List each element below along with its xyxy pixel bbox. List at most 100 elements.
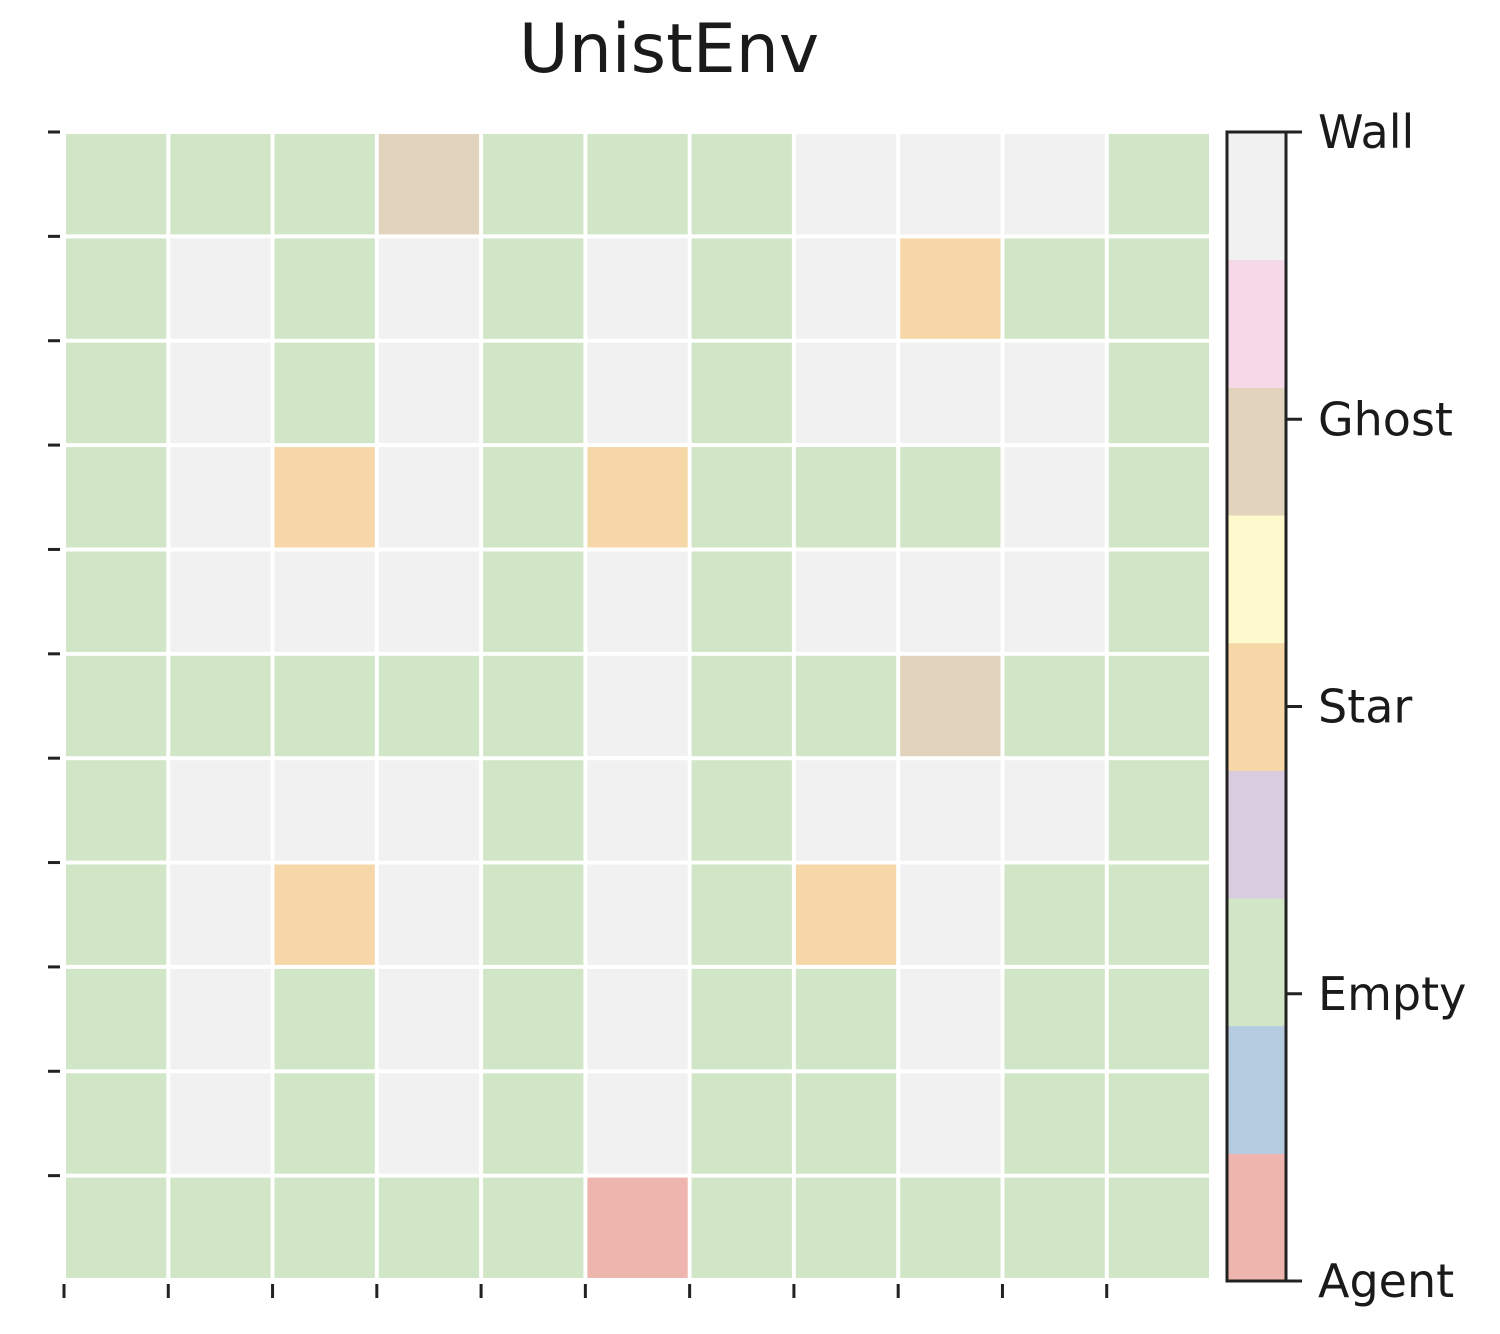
colorbar-segment-ghost <box>1227 387 1286 516</box>
grid-cell-wall-r9-c3 <box>378 1073 480 1174</box>
colorbar-segment-c5 <box>1227 515 1286 644</box>
grid-cell-empty-r2-c4 <box>483 342 584 444</box>
grid-cell-wall-r0-c9 <box>1004 134 1105 235</box>
grid-cell-empty-r9-c6 <box>691 1073 792 1174</box>
grid-cell-empty-r3-c7 <box>795 447 897 548</box>
grid-cell-wall-r6-c1 <box>170 760 271 861</box>
grid-cell-wall-r8-c5 <box>587 968 688 1070</box>
grid-cell-wall-r7-c5 <box>587 864 688 965</box>
grid-cell-empty-r10-c8 <box>900 1177 1001 1278</box>
colorbar-label-empty: Empty <box>1318 967 1466 1021</box>
grid-cell-empty-r2-c0 <box>66 342 167 444</box>
grid-cell-empty-r5-c6 <box>691 655 792 757</box>
grid-cell-empty-r5-c4 <box>483 655 584 757</box>
grid-cell-wall-r1-c3 <box>378 238 480 339</box>
grid-cell-empty-r0-c10 <box>1108 134 1209 235</box>
grid-cell-empty-r3-c10 <box>1108 447 1209 548</box>
grid-cell-ghost-r0-c3 <box>378 134 480 235</box>
grid-board <box>66 134 1209 1278</box>
grid-cell-wall-r2-c9 <box>1004 342 1105 444</box>
grid-cell-empty-r4-c10 <box>1108 551 1209 652</box>
grid-cell-empty-r10-c10 <box>1108 1177 1209 1278</box>
grid-cell-wall-r3-c9 <box>1004 447 1105 548</box>
grid-cell-wall-r3-c3 <box>378 447 480 548</box>
grid-cell-empty-r2-c2 <box>274 342 375 444</box>
grid-cell-wall-r4-c7 <box>795 551 897 652</box>
grid-cell-empty-r3-c4 <box>483 447 584 548</box>
grid-cell-wall-r6-c8 <box>900 760 1001 861</box>
grid-cell-empty-r3-c8 <box>900 447 1001 548</box>
grid-cell-wall-r0-c8 <box>900 134 1001 235</box>
grid-cell-wall-r8-c3 <box>378 968 480 1070</box>
colorbar-segment-c3 <box>1227 770 1286 899</box>
grid-cell-empty-r6-c4 <box>483 760 584 861</box>
grid-cell-empty-r10-c3 <box>378 1177 480 1278</box>
grid-cell-wall-r6-c3 <box>378 760 480 861</box>
grid-cell-empty-r0-c4 <box>483 134 584 235</box>
grid-cell-empty-r7-c4 <box>483 864 584 965</box>
grid-cell-empty-r1-c6 <box>691 238 792 339</box>
grid-cell-wall-r3-c1 <box>170 447 271 548</box>
grid-cell-empty-r7-c6 <box>691 864 792 965</box>
grid-cell-empty-r8-c6 <box>691 968 792 1070</box>
grid-cell-empty-r9-c4 <box>483 1073 584 1174</box>
colorbar-segment-star <box>1227 642 1286 771</box>
grid-cell-empty-r1-c10 <box>1108 238 1209 339</box>
grid-cell-empty-r7-c9 <box>1004 864 1105 965</box>
grid-cell-wall-r7-c8 <box>900 864 1001 965</box>
grid-cell-empty-r0-c1 <box>170 134 271 235</box>
grid-cell-empty-r4-c6 <box>691 551 792 652</box>
grid-cell-wall-r2-c5 <box>587 342 688 444</box>
grid-cell-empty-r2-c6 <box>691 342 792 444</box>
grid-cell-empty-r10-c9 <box>1004 1177 1105 1278</box>
grid-cell-wall-r5-c5 <box>587 655 688 757</box>
grid-cell-wall-r1-c7 <box>795 238 897 339</box>
grid-cell-empty-r10-c1 <box>170 1177 271 1278</box>
grid-cell-empty-r8-c10 <box>1108 968 1209 1070</box>
grid-cell-wall-r8-c8 <box>900 968 1001 1070</box>
grid-cell-wall-r4-c9 <box>1004 551 1105 652</box>
grid-cell-empty-r3-c0 <box>66 447 167 548</box>
grid-cell-wall-r1-c1 <box>170 238 271 339</box>
grid-cell-empty-r9-c9 <box>1004 1073 1105 1174</box>
plot-title: UnistEnv <box>518 10 820 89</box>
colorbar-segment-empty <box>1227 898 1286 1027</box>
grid-cell-empty-r6-c6 <box>691 760 792 861</box>
grid-cell-wall-r4-c8 <box>900 551 1001 652</box>
grid-cell-empty-r5-c0 <box>66 655 167 757</box>
colorbar-label-star: Star <box>1318 680 1412 734</box>
grid-cell-wall-r9-c8 <box>900 1073 1001 1174</box>
grid-cell-empty-r1-c0 <box>66 238 167 339</box>
grid-cell-empty-r7-c10 <box>1108 864 1209 965</box>
grid-cell-wall-r9-c5 <box>587 1073 688 1174</box>
grid-cell-wall-r4-c1 <box>170 551 271 652</box>
colorbar-label-agent: Agent <box>1318 1254 1454 1308</box>
grid-cell-empty-r10-c0 <box>66 1177 167 1278</box>
grid-cell-wall-r1-c5 <box>587 238 688 339</box>
colorbar-label-ghost: Ghost <box>1318 392 1453 446</box>
grid-cell-empty-r0-c0 <box>66 134 167 235</box>
grid-cell-empty-r1-c9 <box>1004 238 1105 339</box>
grid-cell-empty-r0-c5 <box>587 134 688 235</box>
grid-cell-wall-r7-c1 <box>170 864 271 965</box>
grid-cell-wall-r2-c7 <box>795 342 897 444</box>
grid-cell-empty-r8-c0 <box>66 968 167 1070</box>
grid-cell-empty-r4-c0 <box>66 551 167 652</box>
grid-cell-wall-r9-c1 <box>170 1073 271 1174</box>
grid-cell-empty-r10-c2 <box>274 1177 375 1278</box>
grid-cell-empty-r10-c4 <box>483 1177 584 1278</box>
grid-cell-empty-r5-c2 <box>274 655 375 757</box>
grid-cell-wall-r6-c5 <box>587 760 688 861</box>
grid-cell-empty-r8-c2 <box>274 968 375 1070</box>
grid-cell-wall-r2-c3 <box>378 342 480 444</box>
grid-cell-wall-r8-c1 <box>170 968 271 1070</box>
grid-cell-empty-r1-c2 <box>274 238 375 339</box>
grid-cell-empty-r3-c6 <box>691 447 792 548</box>
grid-cell-star-r1-c8 <box>900 238 1001 339</box>
colorbar-segment-c7 <box>1227 259 1286 388</box>
grid-cell-empty-r0-c2 <box>274 134 375 235</box>
grid-cell-wall-r6-c7 <box>795 760 897 861</box>
grid-cell-empty-r6-c10 <box>1108 760 1209 861</box>
grid-cell-empty-r6-c0 <box>66 760 167 861</box>
grid-cell-wall-r0-c7 <box>795 134 897 235</box>
